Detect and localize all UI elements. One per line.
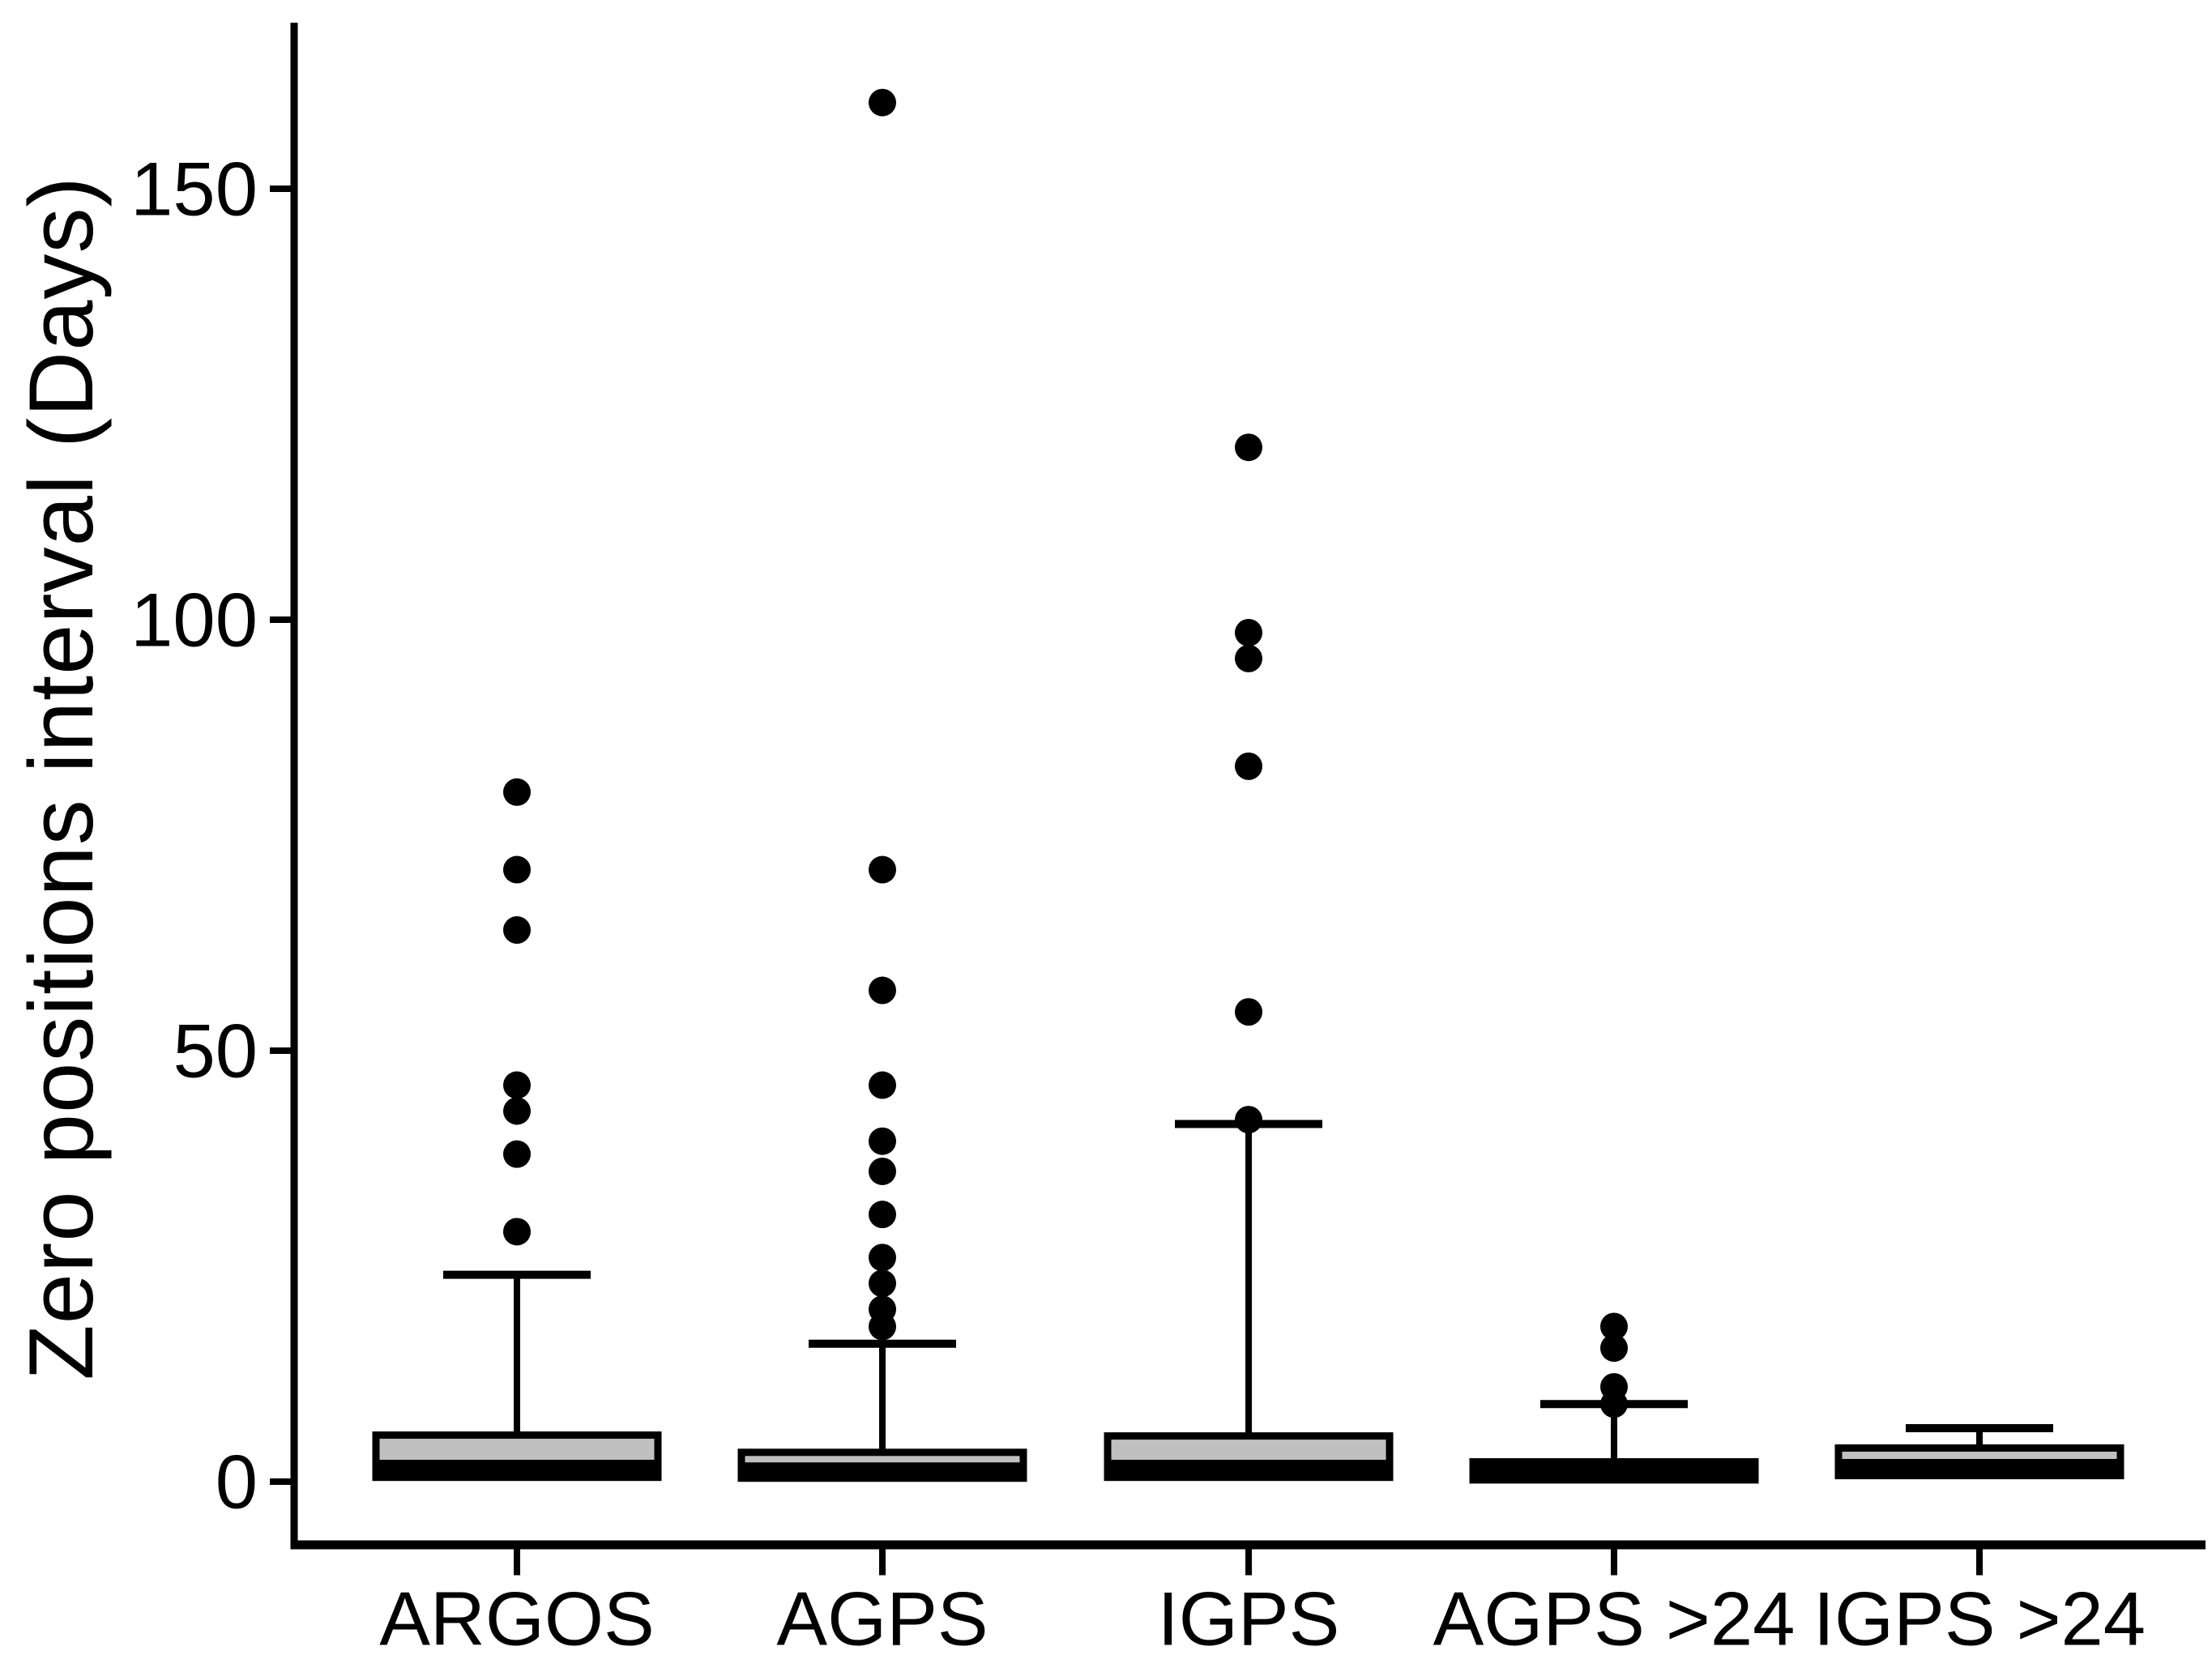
x-category-label: ARGOS bbox=[379, 1576, 655, 1655]
outlier-dot-argos bbox=[503, 1218, 531, 1246]
outlier-dot-igps bbox=[1235, 644, 1262, 672]
x-category-label: AGPS bbox=[776, 1576, 988, 1655]
outlier-dot-agps-24 bbox=[1600, 1334, 1628, 1363]
outlier-dot-agps bbox=[869, 1157, 896, 1185]
y-tick-label: 0 bbox=[216, 1440, 258, 1525]
outlier-dot-igps bbox=[1235, 1106, 1262, 1134]
outlier-dot-agps-24 bbox=[1600, 1390, 1628, 1418]
outlier-dot-agps bbox=[869, 1201, 896, 1229]
outlier-dot-argos bbox=[503, 916, 531, 945]
outlier-dot-agps bbox=[869, 1127, 896, 1155]
outlier-dot-argos bbox=[503, 855, 531, 884]
outlier-dot-igps bbox=[1235, 433, 1262, 462]
outlier-dot-agps bbox=[869, 88, 896, 117]
outlier-dot-igps bbox=[1235, 618, 1262, 646]
y-tick-label: 100 bbox=[130, 578, 258, 663]
outlier-dot-agps bbox=[869, 1243, 896, 1272]
outlier-dot-argos bbox=[503, 1071, 531, 1099]
y-tick-label: 50 bbox=[173, 1009, 258, 1094]
x-category-label: IGPS bbox=[1158, 1576, 1340, 1655]
outlier-dot-igps bbox=[1235, 752, 1262, 780]
outlier-dot-agps bbox=[869, 1269, 896, 1298]
outlier-dot-igps bbox=[1235, 998, 1262, 1026]
outlier-dot-argos bbox=[503, 1097, 531, 1125]
x-category-label: IGPS >24 bbox=[1813, 1576, 2146, 1655]
outlier-dot-agps-24 bbox=[1600, 1312, 1628, 1341]
outlier-dot-agps bbox=[869, 855, 896, 884]
y-tick-label: 150 bbox=[130, 147, 258, 232]
outlier-dot-agps bbox=[869, 1071, 896, 1099]
outlier-dot-argos bbox=[503, 778, 531, 806]
outlier-dot-agps bbox=[869, 1312, 896, 1341]
outlier-dot-agps bbox=[869, 976, 896, 1005]
x-category-label: AGPS >24 bbox=[1433, 1576, 1796, 1655]
outlier-dot-argos bbox=[503, 1140, 531, 1168]
